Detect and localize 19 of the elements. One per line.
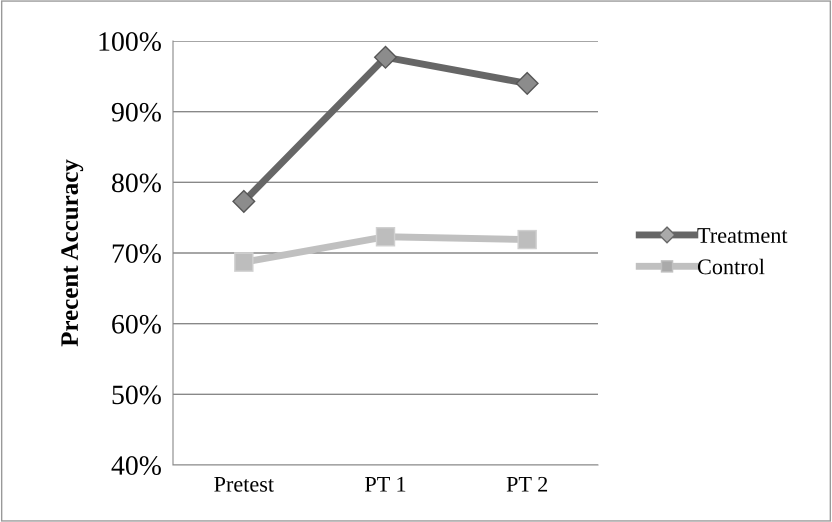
y-axis-title: Precent Accuracy: [61, 159, 84, 346]
y-tick-label: 80%: [112, 174, 161, 192]
point: [516, 72, 539, 95]
point: [232, 190, 256, 213]
x-tick-label: Pretest: [214, 476, 274, 492]
legend-label: Control: [698, 258, 764, 274]
x-tick-label: PT 2: [506, 476, 548, 492]
y-tick-label: 100%: [100, 32, 161, 51]
y-tick-label: 70%: [112, 244, 161, 263]
legend-label: Treatment: [697, 228, 788, 243]
x-tick-label: PT 1: [365, 476, 406, 492]
point: [376, 227, 396, 246]
point: [517, 230, 537, 250]
point: [374, 46, 397, 69]
y-tick-label: 60%: [112, 314, 161, 334]
y-tick-label: 50%: [112, 386, 161, 404]
y-tick-label: 90%: [112, 102, 161, 122]
point: [234, 252, 254, 272]
y-tick-label: 40%: [112, 456, 161, 475]
